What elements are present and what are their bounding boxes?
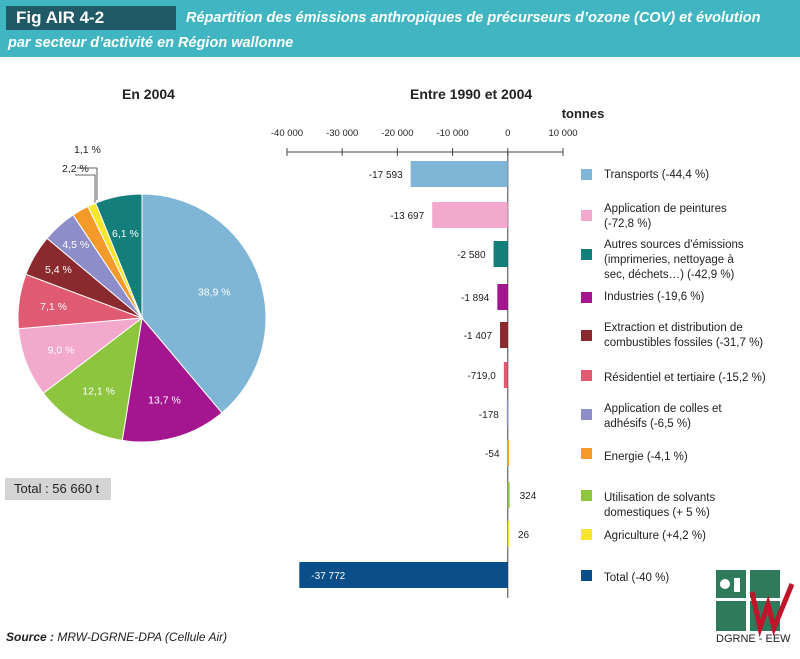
figure-tag: Fig AIR 4-2 xyxy=(6,6,176,30)
pie-slice xyxy=(95,193,143,319)
pie-slice xyxy=(121,316,223,443)
x-axis-tick-label: 10 000 xyxy=(548,128,577,139)
bar-value-label: -1 894 xyxy=(461,293,490,304)
pie-slice-label: 4,5 % xyxy=(62,239,89,251)
legend-swatch xyxy=(581,570,592,581)
bar-value-label: -1 407 xyxy=(464,331,493,342)
legend-label-line: Utilisation de solvants xyxy=(604,492,715,504)
pie-slice-label: 12,1 % xyxy=(82,385,115,397)
legend-label: Total (-40 %) xyxy=(604,572,669,584)
legend-label: Application de colles et adhésifs (-6,5 %… xyxy=(604,403,722,430)
pie-slice-label: 5,4 % xyxy=(45,264,72,276)
pie-slice xyxy=(141,193,267,414)
legend-label-line: Résidentiel et tertiaire (-15,2 %) xyxy=(604,372,766,384)
legend-swatch xyxy=(581,292,592,303)
legend-label: Agriculture (+4,2 %) xyxy=(604,530,706,542)
pie-slice-label: 1,1 % xyxy=(74,144,101,156)
legend-label-line: sec, déchets…) (-42,9 %) xyxy=(604,269,735,281)
bar xyxy=(432,202,508,228)
pie-slice-label: 13,7 % xyxy=(148,394,181,406)
bar xyxy=(410,161,508,187)
legend-swatch xyxy=(581,370,592,381)
x-axis-tick-label: -20 000 xyxy=(381,128,413,139)
legend-label: Application de peintures (-72,8 %) xyxy=(604,203,727,230)
pie-subtitle: En 2004 xyxy=(122,86,175,102)
legend-label-line: Application de colles et xyxy=(604,403,722,415)
legend-label-line: adhésifs (-6,5 %) xyxy=(604,418,691,430)
header-banner: Fig AIR 4-2 Répartition des émissions an… xyxy=(0,0,800,57)
bar-value-label: -13 697 xyxy=(390,211,424,222)
bar xyxy=(497,284,508,310)
legend-label-line: Total (-40 %) xyxy=(604,572,669,584)
bar xyxy=(503,362,508,388)
legend-label-line: Industries (-19,6 %) xyxy=(604,291,705,303)
legend-label-line: (-72,8 %) xyxy=(604,218,651,230)
bar-value-label: -719,0 xyxy=(467,371,496,382)
x-axis-tick-label: -30 000 xyxy=(326,128,358,139)
legend-swatch xyxy=(581,169,592,180)
source-label: Source : xyxy=(6,630,55,644)
pie-chart: 38,9 % 13,7 % 12,1 % 9,0 % 7,1 % 5,4 % 4,5 % 2,… xyxy=(17,144,267,443)
legend-swatch xyxy=(581,448,592,459)
legend-label-line: Energie (-4,1 %) xyxy=(604,451,688,463)
bar-value-label: -17 593 xyxy=(369,170,403,181)
legend-swatch xyxy=(581,490,592,501)
legend-label-line: combustibles fossiles (-31,7 %) xyxy=(604,337,763,349)
pie-slice-label: 6,1 % xyxy=(112,228,139,240)
legend-label: Transports (-44,4 %) xyxy=(604,169,709,181)
pie-slice-label: 7,1 % xyxy=(40,301,67,313)
legend-label-line: Application de peintures xyxy=(604,203,727,215)
bar xyxy=(507,440,510,466)
legend-label-line: (imprimeries, nettoyage à xyxy=(604,254,734,266)
legend-label-line: domestiques (+ 5 %) xyxy=(604,507,710,519)
source-note: Source : MRW-DGRNE-DPA (Cellule Air) xyxy=(6,630,227,644)
legend-label: Résidentiel et tertiaire (-15,2 %) xyxy=(604,372,766,384)
bar xyxy=(507,521,510,547)
legend-swatch xyxy=(581,249,592,260)
axis-unit-label: tonnes xyxy=(562,106,605,121)
x-axis-tick-label: -40 000 xyxy=(271,128,303,139)
bar-value-label: -37 772 xyxy=(311,571,345,582)
x-axis-tick-label: 0 xyxy=(505,128,510,139)
bar-chart: tonnes -40 000 -30 000 -20 000 -10 000 0 10 00… xyxy=(271,106,766,598)
bar xyxy=(507,482,510,508)
legend-swatch xyxy=(581,210,592,221)
source-text: MRW-DGRNE-DPA (Cellule Air) xyxy=(54,630,228,644)
bar-value-label: 324 xyxy=(520,491,537,502)
legend-label: Utilisation de solvants domestiques (+ 5 … xyxy=(604,492,715,519)
bar xyxy=(500,322,508,348)
legend-label-line: Autres sources d'émissions xyxy=(604,239,744,251)
pie-leader-line xyxy=(77,167,98,200)
bar xyxy=(493,241,508,267)
pie-leader-line xyxy=(75,174,96,207)
legend-swatch xyxy=(581,529,592,540)
pie-slice-label: 2,2 % xyxy=(62,163,89,175)
pie-slice-label: 38,9 % xyxy=(198,287,231,299)
legend-label: Autres sources d'émissions (imprimeries, … xyxy=(604,239,744,281)
legend-label: Energie (-4,1 %) xyxy=(604,451,688,463)
figure-title-line1: Répartition des émissions anthropiques d… xyxy=(186,10,761,26)
legend-swatch xyxy=(581,330,592,341)
legend-label-line: Transports (-44,4 %) xyxy=(604,169,709,181)
legend-label: Industries (-19,6 %) xyxy=(604,291,705,303)
bar-value-label: -54 xyxy=(485,449,500,460)
bar xyxy=(299,562,508,588)
pie-slice-label: 9,0 % xyxy=(48,344,75,356)
x-axis-tick-label: -10 000 xyxy=(436,128,468,139)
dgrne-eew-logo: DGRNE - EEW xyxy=(716,570,795,650)
legend-swatch xyxy=(581,409,592,420)
bar xyxy=(506,401,509,427)
figure-title-line2: par secteur d’activité en Région wallonn… xyxy=(8,35,294,51)
bar-subtitle: Entre 1990 et 2004 xyxy=(410,86,533,102)
legend-label-line: Agriculture (+4,2 %) xyxy=(604,530,706,542)
bar-value-label: 26 xyxy=(518,530,530,541)
bar-value-label: -178 xyxy=(479,410,499,421)
logo-text: DGRNE - EEW xyxy=(716,633,791,645)
total-label: Total : 56 660 t xyxy=(5,478,111,500)
pie-slice xyxy=(42,316,143,441)
legend-label: Extraction et distribution de combustible… xyxy=(604,322,763,349)
bar-value-label: -2 580 xyxy=(457,250,486,261)
legend-label-line: Extraction et distribution de xyxy=(604,322,743,334)
